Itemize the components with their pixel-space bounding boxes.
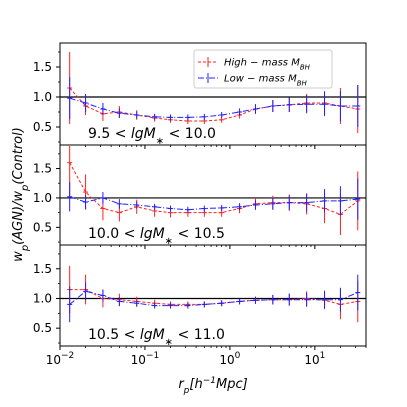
series-high-mass <box>67 146 361 235</box>
series-high-mass <box>67 265 361 323</box>
series-low-mass <box>67 77 361 127</box>
x-tick-label: 10−2 <box>46 351 75 367</box>
y-tick-label: 1.5 <box>33 262 52 276</box>
panel-annotation: 9.5 < lgM∗ < 10.0 <box>88 126 216 147</box>
panel-annotation: 10.5 < lgM∗ < 11.0 <box>88 327 225 348</box>
legend-entry-low-mass: Low − mass MBH <box>198 73 308 88</box>
series-line <box>69 290 358 307</box>
y-tick-label: 0.5 <box>33 220 52 234</box>
series-line <box>69 97 358 118</box>
y-axis-label: wp(AGN)/wp(Control) <box>11 127 31 262</box>
panel-1: 0.5 1.0 1.5 9.5 < lgM∗ < 10.0 <box>33 42 367 149</box>
y-tick-label: 0.5 <box>33 321 52 335</box>
legend: High − mass MBH Low − mass MBH <box>193 49 333 89</box>
panel-2: 0.5 1.0 1.5 10.0 < lgM∗ < 10.5 <box>33 144 367 249</box>
y-tick-label: 1.5 <box>33 60 52 74</box>
legend-box <box>193 49 333 89</box>
series-line <box>69 289 358 305</box>
legend-label: Low − mass MBH <box>224 74 308 88</box>
panel-frame <box>59 244 367 347</box>
y-tick-label: 1.0 <box>33 191 52 205</box>
x-axis-label: rp[h−1Mpc] <box>178 376 247 396</box>
legend-label: High − mass MBH <box>224 58 311 72</box>
x-tick-label: 10−1 <box>131 351 160 367</box>
y-tick-label: 1.5 <box>33 162 52 176</box>
y-tick-label: 0.5 <box>33 120 52 134</box>
x-tick-label: 101 <box>304 351 325 367</box>
legend-entry-high-mass: High − mass MBH <box>198 57 311 72</box>
series-line <box>69 196 358 211</box>
series-line <box>69 162 359 215</box>
series-low-mass <box>67 178 361 220</box>
y-tick-label: 1.0 <box>33 90 52 104</box>
panel-annotation: 10.0 < lgM∗ < 10.5 <box>88 226 225 247</box>
x-tick-label: 100 <box>219 351 240 367</box>
series-low-mass <box>67 274 361 323</box>
y-tick-label: 1.0 <box>33 291 52 305</box>
panel-3: 0.5 1.0 1.5 10.5 < lgM∗ < 11.0 <box>33 244 367 350</box>
